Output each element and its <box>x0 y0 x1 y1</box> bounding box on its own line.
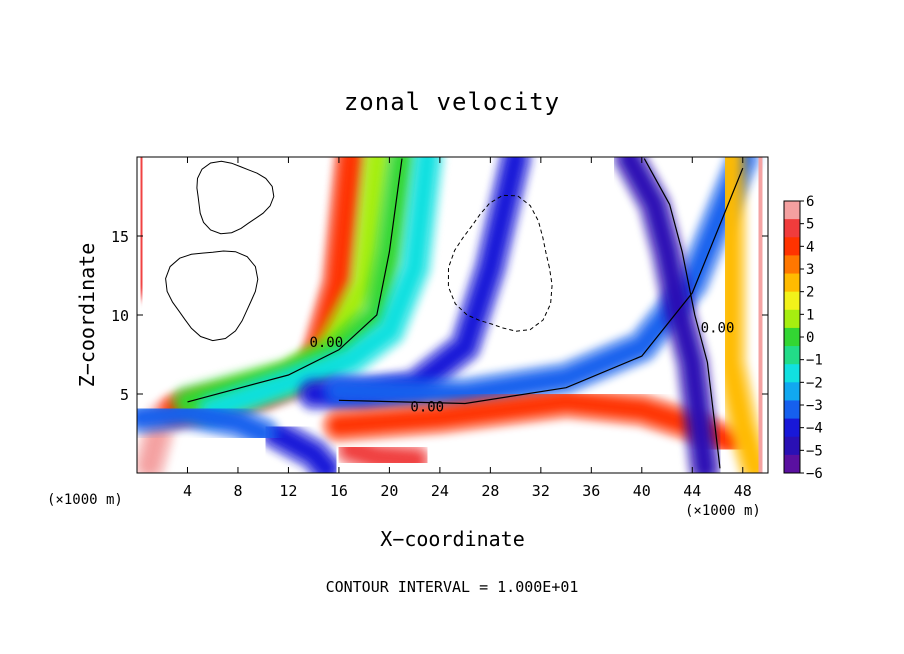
x-axis-ticks: 4 8 12 16 20 24 28 32 36 40 44 48 <box>183 157 752 500</box>
colorbar-tick-label: 3 <box>806 262 814 278</box>
colorbar-segment <box>784 400 800 420</box>
y-axis-label: Z−coordinate <box>75 242 99 388</box>
y-tick-label: 10 <box>111 307 129 325</box>
colorbar-tick-label: 2 <box>806 285 814 301</box>
contour-line-zero-left <box>187 158 403 403</box>
x-tick-label: 44 <box>683 482 701 500</box>
y-tick-label: 15 <box>111 228 129 246</box>
colorbar-tick-label: 0 <box>806 330 814 346</box>
contour-line-zero-right <box>643 158 721 469</box>
field-left-edge-positive <box>137 157 151 293</box>
colorbar-tick-label: 4 <box>806 239 814 255</box>
contour-line-layer: 0.00 0.00 0.00 <box>165 158 744 469</box>
x-tick-label: 28 <box>481 482 499 500</box>
colorbar-segment <box>784 309 800 329</box>
contour-loop-left <box>165 250 259 342</box>
field-negative-band-left <box>203 157 437 419</box>
colorbar: 6 5 4 3 2 1 0 −1 −2 −3 −4 −5 −6 <box>783 194 823 482</box>
contour-loop-center <box>447 194 553 332</box>
colorbar-segment <box>784 454 800 474</box>
colorbar-segment <box>784 327 800 347</box>
colorbar-segment <box>784 255 800 275</box>
colorbar-tick-label: −3 <box>806 398 823 414</box>
colorbar-segment <box>784 418 800 438</box>
contour-interval-note: CONTOUR INTERVAL = 1.000E+01 <box>325 578 579 596</box>
x-tick-label: 40 <box>633 482 651 500</box>
field-bottom-positive-spots <box>342 440 424 470</box>
colorbar-tick-label: 5 <box>806 217 814 233</box>
colorbar-segment <box>784 273 800 293</box>
colorbar-tick-label: −2 <box>806 375 823 391</box>
colorbar-segment <box>784 346 800 365</box>
contour-label: 0.00 <box>410 400 444 416</box>
chart-title: zonal velocity <box>343 88 561 116</box>
colorbar-segment <box>784 201 800 220</box>
x-tick-label: 4 <box>183 482 192 500</box>
colorbar-tick-label: −6 <box>806 466 823 482</box>
colorbar-segment <box>784 219 800 238</box>
x-tick-label: 16 <box>330 482 348 500</box>
colorbar-tick-label: −1 <box>806 353 823 369</box>
colorbar-segment <box>784 382 800 401</box>
field-bottom-negative <box>266 424 336 473</box>
contour-fill-layer <box>137 157 768 473</box>
contour-line-zero-lower <box>338 167 744 405</box>
contour-label: 0.00 <box>701 321 735 337</box>
y-axis-ticks: 5 10 15 <box>111 228 768 404</box>
x-tick-label: 48 <box>734 482 752 500</box>
x-tick-label: 20 <box>380 482 398 500</box>
x-tick-label: 24 <box>431 482 449 500</box>
colorbar-tick-label: 6 <box>806 194 814 210</box>
y-axis-unit: (×1000 m) <box>47 492 123 508</box>
colorbar-tick-label: −5 <box>806 443 823 459</box>
colorbar-segment <box>784 291 800 311</box>
colorbar-tick-label: −4 <box>806 421 823 437</box>
field-negative-upper-right <box>620 157 714 473</box>
colorbar-segment <box>784 364 800 383</box>
contour-label: 0.00 <box>309 335 343 351</box>
colorbar-segment <box>784 436 800 456</box>
field-lower-negative-band <box>329 157 752 403</box>
x-axis-label: X−coordinate <box>380 527 525 551</box>
x-tick-label: 12 <box>279 482 297 500</box>
x-tick-label: 32 <box>532 482 550 500</box>
field-left-negative-low <box>137 404 273 443</box>
x-tick-label: 8 <box>233 482 242 500</box>
colorbar-tick-label: 1 <box>806 307 814 323</box>
x-axis-unit: (×1000 m) <box>685 503 761 519</box>
x-tick-label: 36 <box>582 482 600 500</box>
field-right-edge-positive <box>750 157 768 473</box>
y-tick-label: 5 <box>120 386 129 404</box>
contour-loop-upper-left <box>196 160 275 235</box>
colorbar-segment <box>784 237 800 256</box>
